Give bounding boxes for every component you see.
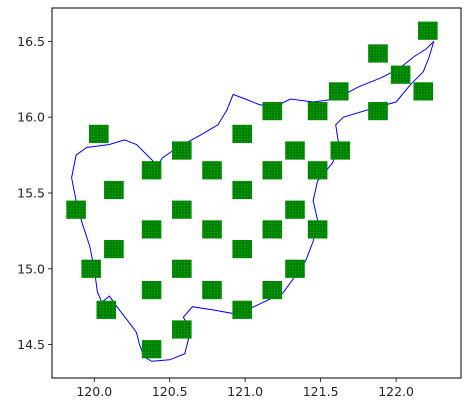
x-tick-label: 120.5 — [152, 384, 188, 399]
grid-cell — [368, 102, 388, 121]
grid-cell — [89, 124, 109, 143]
grid-cell — [104, 240, 124, 259]
y-tick-label: 14.5 — [17, 337, 45, 352]
grid-cell — [172, 200, 192, 219]
grid-cell — [232, 124, 252, 143]
grid-cell — [141, 340, 162, 359]
x-tick-label: 120.0 — [76, 384, 112, 399]
grid-cell — [81, 259, 101, 278]
grid-cell — [262, 281, 283, 300]
grid-cell — [307, 220, 328, 239]
grid-cell — [413, 82, 434, 101]
grid-cell — [368, 44, 388, 63]
y-tick-label: 16.0 — [17, 110, 45, 125]
grid-cell — [390, 65, 411, 84]
grid-cell — [202, 161, 222, 180]
grid-cells-layer — [66, 21, 438, 359]
grid-cell — [330, 141, 351, 160]
grid-cell — [172, 141, 192, 160]
grid-cell — [307, 161, 328, 180]
grid-cell — [66, 200, 86, 219]
y-tick-label: 15.0 — [17, 261, 45, 276]
grid-cell — [202, 281, 222, 300]
grid-cell — [202, 220, 222, 239]
grid-cell — [104, 180, 124, 200]
grid-cell — [307, 102, 328, 121]
y-axis: 14.5 15.0 15.5 16.0 16.5 — [17, 34, 52, 352]
grid-cell — [328, 82, 349, 101]
grid-cell — [285, 200, 305, 219]
grid-cell — [232, 180, 252, 200]
grid-cell — [232, 300, 252, 319]
grid-cell — [172, 320, 192, 339]
x-axis: 120.0 120.5 121.0 121.5 122.0 — [76, 378, 414, 399]
grid-cell — [96, 300, 117, 319]
grid-cell — [262, 161, 283, 180]
grid-cell — [141, 281, 162, 300]
grid-cell — [141, 161, 162, 180]
coastline-layer — [71, 41, 435, 362]
grid-cell — [285, 141, 305, 160]
grid-cell — [262, 102, 283, 121]
y-tick-label: 16.5 — [17, 34, 45, 49]
grid-cell — [172, 259, 192, 278]
x-tick-label: 121.0 — [227, 384, 263, 399]
grid-cell — [285, 259, 305, 278]
y-tick-label: 15.5 — [17, 186, 45, 201]
x-tick-label: 121.5 — [303, 384, 339, 399]
grid-cell — [232, 240, 252, 259]
coastline-outline — [71, 41, 435, 362]
grid-cell — [262, 220, 283, 239]
grid-cell — [141, 220, 162, 239]
grid-cell — [418, 21, 438, 40]
x-tick-label: 122.0 — [378, 384, 414, 399]
